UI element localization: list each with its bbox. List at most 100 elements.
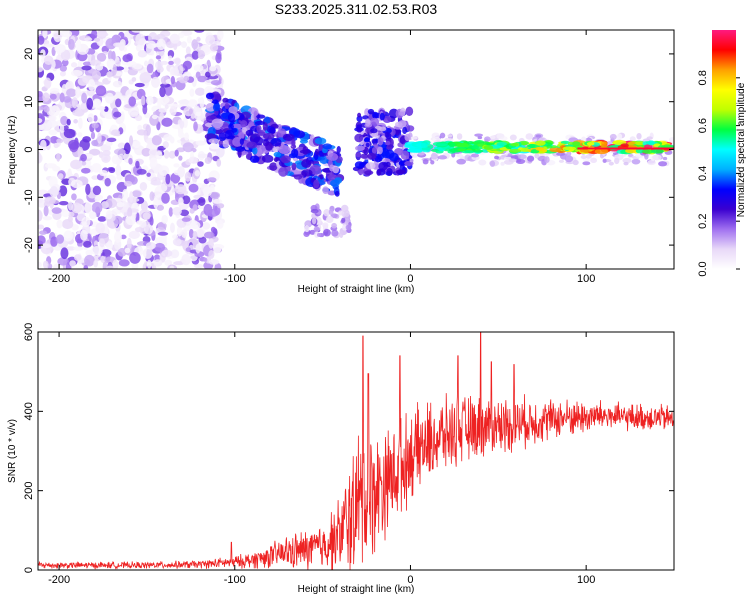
spectrogram-cell bbox=[60, 30, 73, 38]
spectrogram-cell bbox=[172, 234, 179, 239]
spectrogram-cell bbox=[39, 230, 47, 235]
spectrogram-cell bbox=[86, 97, 94, 110]
spectrogram-cell bbox=[224, 103, 230, 109]
spectrogram-cell bbox=[322, 186, 329, 195]
spectrogram-cell bbox=[328, 208, 334, 215]
spectrogram-cell bbox=[52, 263, 60, 269]
spectrogram-cell bbox=[122, 54, 133, 63]
spectrogram-cell bbox=[257, 131, 266, 136]
spectrogram-cell bbox=[120, 111, 125, 123]
spectrogram-cell bbox=[188, 183, 199, 193]
spectrogram-cell bbox=[61, 209, 70, 218]
spectrogram-cell bbox=[206, 208, 219, 217]
spectrogram-cell bbox=[146, 172, 151, 177]
spectrogram-y-axis: -20 -10 0 10 20 bbox=[23, 48, 674, 253]
spectrogram-cell bbox=[127, 207, 133, 218]
spectrogram-cell bbox=[125, 216, 136, 226]
spectrogram-cell bbox=[51, 207, 62, 214]
spectrogram-cell bbox=[609, 133, 617, 140]
spectrogram-cell bbox=[208, 259, 220, 265]
spectrogram-cell bbox=[115, 164, 122, 177]
spectrogram-cell bbox=[608, 161, 614, 166]
spectrogram-cell bbox=[217, 30, 224, 41]
spectrogram-cell bbox=[81, 92, 87, 104]
spectrogram-cell bbox=[173, 261, 185, 266]
spectrogram-cell bbox=[197, 228, 205, 238]
spectrogram-cell bbox=[181, 41, 188, 49]
spectrogram-cell bbox=[145, 43, 155, 56]
spectrogram-cell bbox=[304, 225, 310, 233]
spectrogram-cell bbox=[194, 170, 201, 177]
spectrogram-cell bbox=[456, 142, 469, 148]
spectrogram-cell bbox=[39, 123, 51, 131]
spectrogram-cell bbox=[91, 245, 103, 256]
spectrogram-cell bbox=[115, 98, 122, 108]
spectrogram-cell bbox=[620, 143, 629, 147]
spectrogram-cell bbox=[93, 259, 99, 268]
spectrogram-cell bbox=[116, 175, 124, 181]
spectrogram-cell bbox=[215, 52, 222, 64]
spectrogram-cell bbox=[178, 99, 190, 105]
spectrogram-cell bbox=[310, 208, 319, 214]
spectrogram-cell bbox=[269, 162, 278, 171]
spectrogram-cell bbox=[647, 140, 655, 146]
spectrogram-cell bbox=[622, 157, 632, 164]
spectrogram-cell bbox=[65, 246, 76, 251]
spectrogram-cell bbox=[139, 182, 148, 191]
spectrogram-cell bbox=[135, 114, 143, 122]
spectrogram-cell bbox=[71, 97, 78, 109]
spectrogram-cell bbox=[572, 159, 579, 166]
spectrogram-cell bbox=[195, 140, 207, 146]
spectrogram-cell bbox=[228, 123, 234, 130]
spectrogram-cell bbox=[280, 155, 291, 164]
spectrogram-cell bbox=[323, 209, 331, 217]
spectrogram-cell bbox=[78, 117, 83, 130]
spectrogram-cell bbox=[203, 257, 208, 263]
spectrogram-cell bbox=[131, 190, 142, 198]
spectrogram-cell bbox=[212, 99, 219, 105]
spectrogram-cell bbox=[209, 143, 221, 150]
spectrogram-cell bbox=[75, 39, 82, 52]
snr-x-axis: -200 -100 0 100 bbox=[48, 332, 595, 586]
spectrogram-cell bbox=[282, 133, 295, 141]
spectrogram-cell bbox=[269, 127, 276, 134]
spectrogram-cell bbox=[526, 155, 535, 162]
spectrogram-cell bbox=[161, 214, 168, 224]
spectrogram-cell bbox=[149, 216, 154, 226]
spectrogram-x-tick-label: 100 bbox=[577, 273, 595, 285]
spectrogram-cell bbox=[84, 201, 93, 214]
spectrogram-cell bbox=[322, 143, 333, 150]
spectrogram-cell bbox=[517, 154, 527, 160]
spectrogram-cell bbox=[142, 212, 151, 220]
spectrogram-cell bbox=[130, 111, 140, 116]
spectrogram-cell bbox=[164, 104, 169, 110]
spectrogram-cell bbox=[422, 158, 429, 165]
spectrogram-cell bbox=[169, 105, 177, 116]
snr-y-tick-label: 200 bbox=[23, 481, 35, 499]
spectrogram-cell bbox=[53, 142, 59, 149]
spectrogram-cell bbox=[56, 219, 63, 229]
spectrogram-cell bbox=[381, 151, 391, 159]
spectrogram-cell bbox=[209, 191, 221, 199]
spectrogram-cell bbox=[177, 225, 183, 237]
spectrogram-cell bbox=[106, 71, 113, 78]
spectrogram-cell bbox=[159, 86, 166, 98]
spectrogram-cell bbox=[118, 41, 125, 51]
spectrogram-cell bbox=[43, 106, 50, 113]
spectrogram-cell bbox=[386, 167, 393, 176]
spectrogram-cell bbox=[49, 186, 59, 198]
spectrogram-cell bbox=[38, 35, 45, 45]
spectrogram-cell bbox=[112, 64, 117, 76]
spectrogram-cell bbox=[169, 136, 175, 144]
spectrogram-cell bbox=[128, 157, 133, 165]
spectrogram-cell bbox=[535, 140, 546, 146]
spectrogram-cell bbox=[67, 215, 73, 223]
spectrogram-cell bbox=[616, 133, 623, 140]
spectrogram-cell bbox=[107, 50, 113, 61]
spectrogram-cell bbox=[385, 140, 391, 146]
spectrogram-cell bbox=[344, 209, 350, 218]
spectrogram-cell bbox=[256, 124, 262, 133]
spectrogram-cell bbox=[629, 136, 636, 142]
spectrogram-cell bbox=[140, 95, 146, 106]
